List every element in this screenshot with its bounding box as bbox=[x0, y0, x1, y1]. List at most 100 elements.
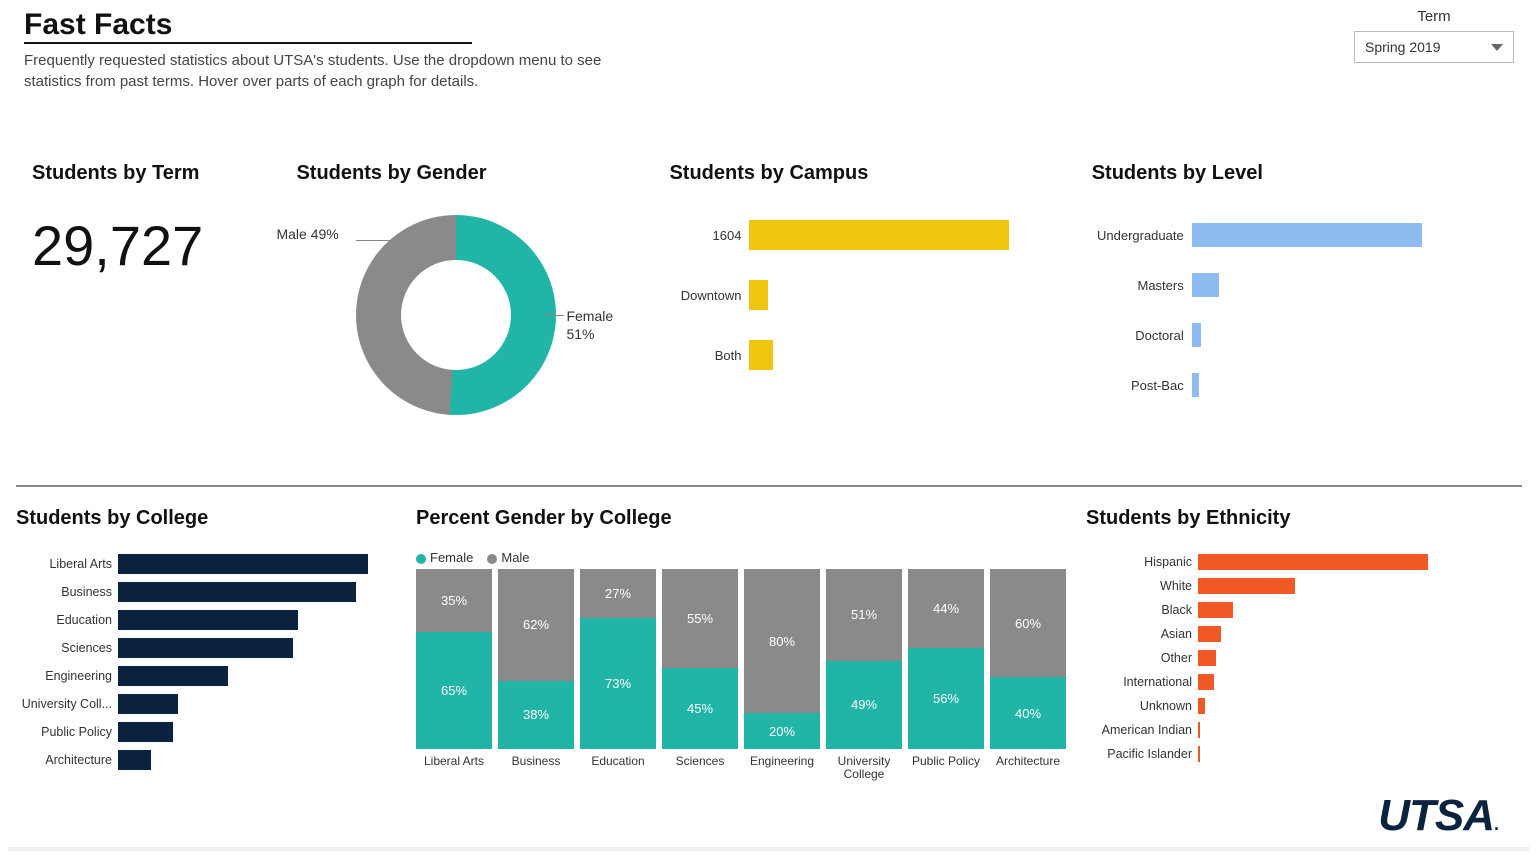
stack-bar: 27%73% bbox=[580, 569, 656, 749]
bar bbox=[1198, 578, 1295, 594]
bar-row[interactable]: Post-Bac bbox=[1092, 365, 1506, 405]
bar bbox=[118, 554, 368, 574]
bar bbox=[1198, 554, 1428, 570]
bar-label: Education bbox=[16, 613, 118, 627]
bar-track bbox=[1192, 373, 1422, 397]
students-by-level-card: Students by Level Undergraduate Masters Do… bbox=[1092, 162, 1506, 455]
stack-column[interactable]: 60%40%Architecture bbox=[990, 569, 1066, 785]
term-dropdown[interactable]: Spring 2019 bbox=[1354, 31, 1514, 63]
legend-male: Male bbox=[487, 550, 529, 565]
bar-row[interactable]: Engineering bbox=[16, 662, 396, 690]
bar-row[interactable]: Other bbox=[1086, 646, 1516, 670]
bar-row[interactable]: Asian bbox=[1086, 622, 1516, 646]
bar bbox=[118, 750, 151, 770]
term-filter: Term Spring 2019 bbox=[1354, 8, 1514, 63]
bar-label: Doctoral bbox=[1092, 328, 1192, 343]
bar bbox=[1198, 674, 1214, 690]
legend-label: Male bbox=[501, 550, 529, 565]
stack-column[interactable]: 55%45%Sciences bbox=[662, 569, 738, 785]
level-bar-chart[interactable]: Undergraduate Masters Doctoral Post-Bac bbox=[1092, 215, 1506, 405]
bar-row[interactable]: Doctoral bbox=[1092, 315, 1506, 355]
stack-label: Engineering bbox=[750, 755, 814, 785]
bar-row[interactable]: Unknown bbox=[1086, 694, 1516, 718]
bar-row[interactable]: Sciences bbox=[16, 634, 396, 662]
legend-dot bbox=[416, 554, 426, 564]
bar-row[interactable]: University Coll... bbox=[16, 690, 396, 718]
female-segment: 40% bbox=[990, 677, 1066, 749]
bar bbox=[749, 280, 767, 310]
bar-track bbox=[749, 280, 1009, 310]
bar-row[interactable]: Both bbox=[669, 335, 1083, 375]
stack-column[interactable]: 44%56% Public Policy bbox=[908, 569, 984, 785]
term-value: Spring 2019 bbox=[1365, 39, 1441, 55]
bar-row[interactable]: Pacific Islander bbox=[1086, 742, 1516, 766]
top-row: Students by Term 29,727 Students by Gend… bbox=[8, 162, 1530, 455]
bar bbox=[118, 638, 293, 658]
bar-row[interactable]: Business bbox=[16, 578, 396, 606]
bar bbox=[1198, 746, 1200, 762]
bar-row[interactable]: American Indian bbox=[1086, 718, 1516, 742]
divider bbox=[16, 485, 1522, 487]
bar bbox=[1198, 626, 1221, 642]
bar-track bbox=[118, 582, 368, 602]
female-segment: 65% bbox=[416, 632, 492, 749]
bar bbox=[1192, 323, 1201, 347]
male-segment: 35% bbox=[416, 569, 492, 632]
bar-row[interactable]: Hispanic bbox=[1086, 550, 1516, 574]
bar-label: 1604 bbox=[669, 228, 749, 243]
bar-track bbox=[1198, 746, 1428, 762]
bar-row[interactable]: Education bbox=[16, 606, 396, 634]
bar-track bbox=[118, 638, 368, 658]
stack-column[interactable]: 80%20%Engineering bbox=[744, 569, 820, 785]
header: Fast Facts Frequently requested statisti… bbox=[8, 8, 1530, 92]
bar-row[interactable]: Undergraduate bbox=[1092, 215, 1506, 255]
footer-line bbox=[8, 847, 1530, 851]
stack-label: Public Policy bbox=[912, 755, 980, 785]
female-segment: 73% bbox=[580, 618, 656, 749]
bar-track bbox=[1192, 223, 1422, 247]
bar-track bbox=[118, 694, 368, 714]
bar-label: Hispanic bbox=[1086, 555, 1198, 569]
stack-label: Business bbox=[512, 755, 561, 785]
stacked-bar-chart[interactable]: 35%65%Liberal Arts62%38%Business27%73%Ed… bbox=[416, 575, 1066, 785]
bar-row[interactable]: 1604 bbox=[669, 215, 1083, 255]
bar bbox=[1192, 373, 1199, 397]
gender-donut-chart[interactable]: Male 49% Female51% bbox=[296, 205, 636, 455]
card-title: Students by Level bbox=[1092, 162, 1506, 185]
ethnicity-bar-chart[interactable]: Hispanic White Black Asian OtherInternationa… bbox=[1086, 550, 1516, 766]
male-segment: 60% bbox=[990, 569, 1066, 677]
stack-column[interactable]: 62%38%Business bbox=[498, 569, 574, 785]
college-bar-chart[interactable]: Liberal ArtsBusiness Education SciencesEng… bbox=[16, 550, 396, 774]
male-segment: 51% bbox=[826, 569, 902, 661]
page-subtitle: Frequently requested statistics about UT… bbox=[24, 50, 644, 92]
bar-track bbox=[118, 750, 368, 770]
bar-row[interactable]: Public Policy bbox=[16, 718, 396, 746]
bar-row[interactable]: Architecture bbox=[16, 746, 396, 774]
bar-row[interactable]: International bbox=[1086, 670, 1516, 694]
bar-row[interactable]: Liberal Arts bbox=[16, 550, 396, 578]
bar bbox=[1192, 223, 1422, 247]
bar-row[interactable]: Downtown bbox=[669, 275, 1083, 315]
stack-label: University College bbox=[826, 755, 902, 785]
legend-label: Female bbox=[430, 550, 473, 565]
stack-column[interactable]: 27%73%Education bbox=[580, 569, 656, 785]
legend: Female Male bbox=[416, 550, 1066, 565]
bar-row[interactable]: White bbox=[1086, 574, 1516, 598]
card-title: Students by Term bbox=[32, 162, 288, 185]
bar-row[interactable]: Masters bbox=[1092, 265, 1506, 305]
female-segment: 38% bbox=[498, 681, 574, 749]
bar bbox=[1198, 698, 1205, 714]
campus-bar-chart[interactable]: 1604 Downtown Both bbox=[669, 215, 1083, 375]
bar-row[interactable]: Black bbox=[1086, 598, 1516, 622]
stack-column[interactable]: 35%65%Liberal Arts bbox=[416, 569, 492, 785]
female-segment: 20% bbox=[744, 713, 820, 749]
bar-track bbox=[118, 722, 368, 742]
bar bbox=[749, 220, 1009, 250]
bar-label: White bbox=[1086, 579, 1198, 593]
stack-column[interactable]: 51%49%University College bbox=[826, 569, 902, 785]
legend-female: Female bbox=[416, 550, 473, 565]
stack-bar: 44%56% bbox=[908, 569, 984, 749]
bar-label: Undergraduate bbox=[1092, 228, 1192, 243]
bar-label: Asian bbox=[1086, 627, 1198, 641]
bar bbox=[118, 666, 228, 686]
